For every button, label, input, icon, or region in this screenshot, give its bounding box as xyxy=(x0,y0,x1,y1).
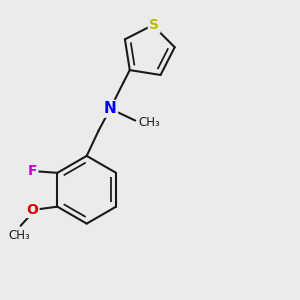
Text: N: N xyxy=(104,101,117,116)
Text: CH₃: CH₃ xyxy=(8,229,30,242)
Text: O: O xyxy=(26,202,38,217)
Text: F: F xyxy=(28,164,37,178)
Text: CH₃: CH₃ xyxy=(138,116,160,128)
Text: S: S xyxy=(149,18,159,32)
